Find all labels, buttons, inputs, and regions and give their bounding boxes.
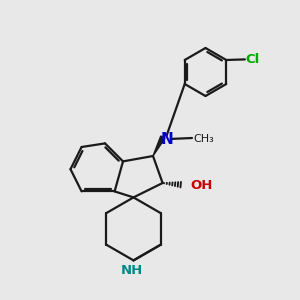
Text: Cl: Cl: [245, 53, 260, 66]
Text: OH: OH: [190, 179, 213, 192]
Text: CH₃: CH₃: [194, 134, 214, 144]
Polygon shape: [153, 136, 165, 156]
Text: NH: NH: [121, 264, 143, 277]
Text: N: N: [160, 132, 173, 147]
